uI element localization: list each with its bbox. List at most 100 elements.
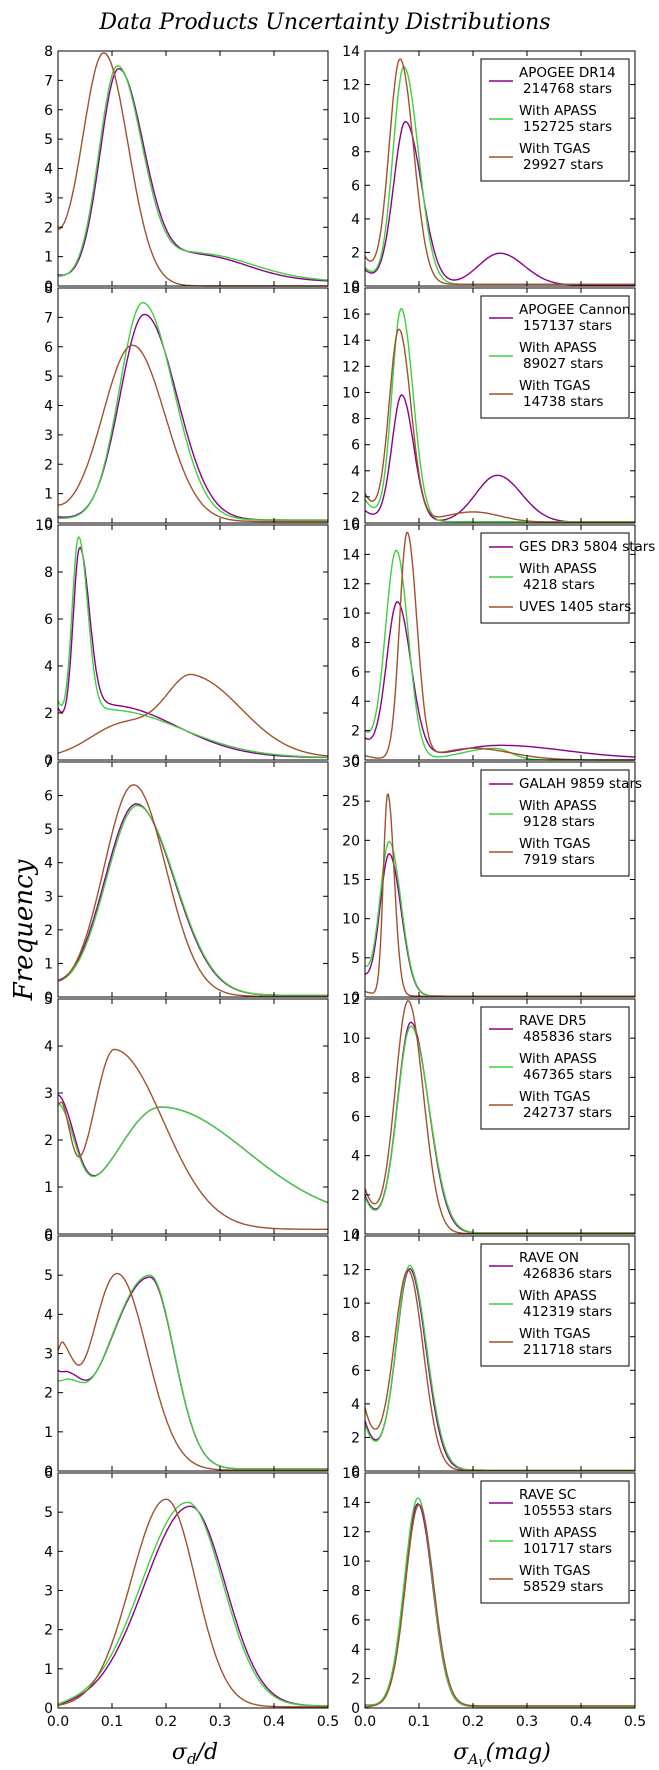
y-tick-label: 0 [351, 516, 360, 532]
y-tick-label: 10 [342, 912, 360, 928]
plot-frame [364, 50, 636, 287]
legend-sublabel-3: 7919 stars [523, 852, 595, 868]
legend-label-3: With TGAS [519, 378, 590, 394]
legend-label-3: With TGAS [519, 1563, 590, 1579]
y-tick-label: 2 [44, 1133, 53, 1149]
legend-sublabel-2: 89027 stars [523, 356, 603, 372]
legend-sublabel-1: 214768 stars [523, 81, 612, 97]
y-tick-label: 2 [351, 490, 360, 506]
series-line-2 [57, 65, 329, 281]
y-tick-label: 6 [351, 1363, 360, 1379]
legend-sublabel-2: 9128 stars [523, 814, 595, 830]
series-line-1 [57, 1094, 329, 1204]
x-tick-label: 0.2 [155, 1714, 177, 1730]
y-tick-label: 3 [44, 191, 53, 207]
y-tick-label: 7 [44, 755, 53, 771]
y-tick-label: 0 [351, 279, 360, 295]
y-tick-label: 1 [44, 956, 53, 972]
legend-box [480, 532, 630, 624]
legend-box [480, 295, 630, 419]
y-tick-label: 3 [44, 1584, 53, 1600]
series-line-1 [364, 601, 635, 758]
y-tick-label: 0 [44, 1701, 53, 1717]
y-tick-label: 2 [351, 1188, 360, 1204]
legend-box [480, 58, 630, 182]
y-tick-label: 6 [351, 178, 360, 194]
series-line-3 [364, 1503, 635, 1708]
y-tick-label: 0 [44, 753, 53, 769]
figure-title: Data Products Uncertainty Distributions [98, 10, 550, 35]
y-tick-label: 1 [44, 487, 53, 503]
legend-box [480, 1480, 630, 1604]
y-tick-label: 4 [351, 1397, 360, 1413]
y-tick-label: 4 [44, 856, 53, 872]
series-line-1 [57, 68, 328, 282]
y-tick-label: 10 [342, 111, 360, 127]
y-tick-label: 0 [351, 1227, 360, 1243]
y-tick-label: 8 [351, 1070, 360, 1086]
y-tick-label: 0 [44, 1227, 53, 1243]
legend-sublabel-3: 14738 stars [523, 394, 603, 410]
series-line-1 [57, 803, 328, 996]
panel-left-2: 0 2 4 6 8 10 [35, 518, 329, 769]
panel-right-2: 0 2 4 6 8 10 12 14 16 GES DR3 5804 stars With APAS… [342, 518, 655, 769]
y-tick-label: 12 [342, 359, 360, 375]
y-tick-label: 0 [351, 753, 360, 769]
y-tick-label: 6 [44, 612, 53, 628]
y-tick-label: 16 [342, 1466, 360, 1482]
y-tick-label: 18 [342, 281, 360, 297]
y-tick-label: 14 [342, 1229, 360, 1245]
y-tick-label: 14 [342, 44, 360, 60]
y-tick-label: 4 [351, 1149, 360, 1165]
plot-frame [57, 761, 329, 998]
series-line-1 [57, 1505, 329, 1707]
y-tick-label: 1 [44, 1425, 53, 1441]
series-line-3 [57, 784, 328, 997]
y-tick-label: 12 [342, 1525, 360, 1541]
legend-box [480, 769, 630, 877]
series-line-1 [364, 120, 635, 286]
y-tick-label: 2 [351, 1430, 360, 1446]
y-tick-label: 5 [44, 822, 53, 838]
x-tick-label: 0.3 [516, 1714, 538, 1730]
series-line-1 [57, 1276, 328, 1470]
x-tick-label: 0.0 [354, 1714, 376, 1730]
legend-label-3: UVES 1405 stars [519, 599, 631, 615]
y-tick-label: 7 [44, 73, 53, 89]
y-tick-label: 2 [351, 245, 360, 261]
y-tick-label: 2 [44, 706, 53, 722]
y-tick-label: 6 [351, 1613, 360, 1629]
y-tick-label: 5 [44, 992, 53, 1008]
legend-label-2: With APASS [519, 561, 597, 577]
y-tick-label: 10 [342, 1296, 360, 1312]
series-line-2 [57, 1501, 328, 1707]
y-tick-label: 8 [351, 1584, 360, 1600]
legend-label-3: With TGAS [519, 141, 590, 157]
legend-sublabel-1: 105553 stars [523, 1503, 612, 1519]
panel-left-0: 0 1 2 3 4 5 6 7 8 [44, 44, 329, 295]
plot-frame [57, 524, 329, 761]
y-tick-label: 14 [342, 547, 360, 563]
y-tick-label: 0 [44, 1464, 53, 1480]
y-tick-label: 4 [351, 464, 360, 480]
plot-frame [57, 998, 329, 1235]
legend-sublabel-3: 242737 stars [523, 1105, 612, 1121]
panel-left-6: 0 1 2 3 4 5 6 0.0 0.1 0.2 0.3 0.4 0.5 [44, 1466, 339, 1730]
series-line-2 [57, 1102, 329, 1204]
x-axis-label-right: σAV(mag) [453, 1740, 551, 1770]
y-tick-label: 4 [351, 212, 360, 228]
y-tick-label: 1 [44, 1180, 53, 1196]
legend-label-2: With APASS [519, 1525, 597, 1541]
panel-left-5: 0 1 2 3 4 5 6 [44, 1229, 329, 1480]
legend-label-2: With APASS [519, 1051, 597, 1067]
y-tick-label: 4 [351, 1642, 360, 1658]
series-line-3 [58, 344, 328, 523]
y-tick-label: 6 [351, 1110, 360, 1126]
y-tick-label: 14 [342, 1495, 360, 1511]
series-line-3 [364, 328, 635, 523]
